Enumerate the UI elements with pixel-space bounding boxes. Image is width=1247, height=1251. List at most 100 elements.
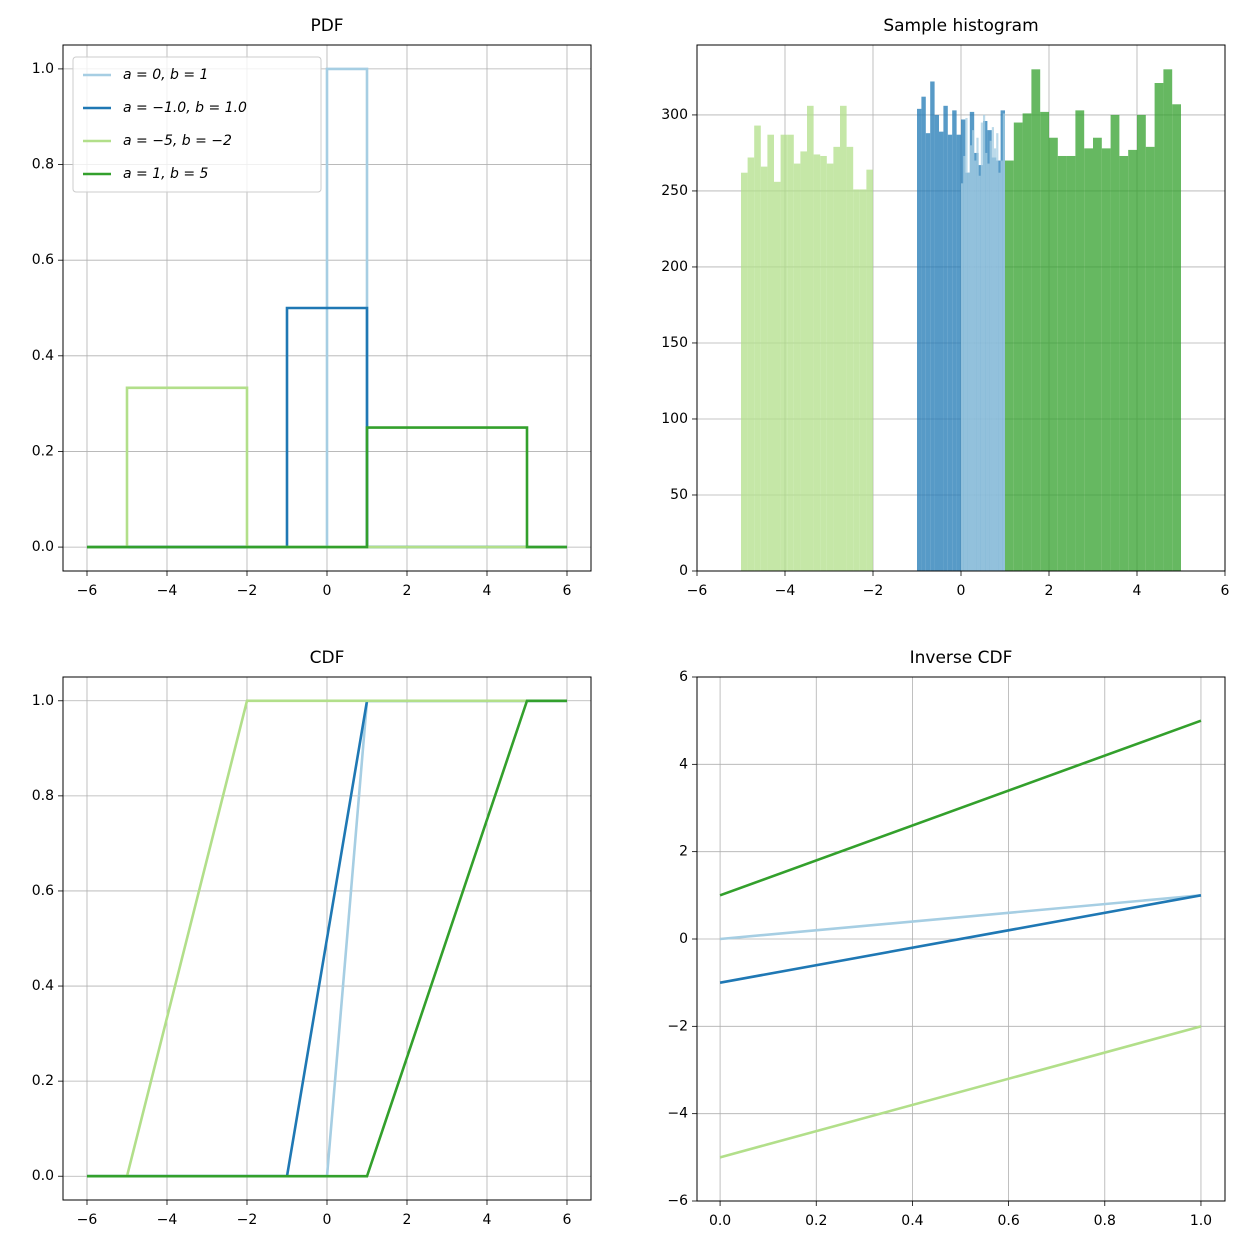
histogram-bar <box>972 130 975 572</box>
y-tick-label: 0.0 <box>32 1168 54 1184</box>
histogram-bar <box>747 157 755 571</box>
series-line <box>719 894 1202 941</box>
y-tick-label: 0.4 <box>32 348 54 364</box>
axes-frame <box>62 676 592 1201</box>
histogram-bar <box>998 172 1001 572</box>
histogram-bar <box>1172 104 1181 572</box>
histogram-bar <box>996 133 999 572</box>
histogram-bar <box>1119 155 1129 572</box>
x-tick-label: −2 <box>237 583 258 599</box>
histogram-bar <box>866 169 873 571</box>
histogram-bar <box>978 175 981 572</box>
y-tick-label: 0.6 <box>32 883 54 899</box>
histogram-bar <box>767 134 774 571</box>
y-tick-label: 2 <box>679 844 688 860</box>
x-tick-label: 0.2 <box>805 1213 827 1229</box>
y-tick-label: 0.6 <box>32 252 54 268</box>
y-tick-label: 0.2 <box>32 443 54 459</box>
histogram-bar <box>925 133 931 572</box>
histogram-bar <box>793 163 801 571</box>
histogram-bar <box>917 108 922 572</box>
histogram-bar <box>989 140 992 571</box>
x-tick-label: −2 <box>237 1212 258 1228</box>
y-tick-label: 0.2 <box>32 1073 54 1089</box>
y-tick-label: 6 <box>679 669 688 685</box>
y-tick-label: 1.0 <box>32 61 54 77</box>
x-tick-label: −2 <box>863 583 884 599</box>
histogram-bar <box>1002 113 1005 572</box>
histogram-bar <box>1163 69 1173 571</box>
x-tick-label: −6 <box>77 1212 98 1228</box>
x-tick-label: 1.0 <box>1190 1213 1212 1229</box>
x-tick-label: 4 <box>483 1212 492 1228</box>
histogram-bar <box>1110 114 1120 571</box>
y-tick-label: 0 <box>679 931 688 947</box>
x-tick-label: 2 <box>403 583 412 599</box>
histogram-bar <box>859 189 867 571</box>
histogram-bar <box>1000 160 1003 571</box>
histogram-bar <box>813 154 821 571</box>
axes-frame <box>62 44 592 572</box>
x-tick-label: −6 <box>687 583 708 599</box>
series-line <box>719 894 1202 984</box>
y-tick-label: 0.8 <box>32 157 54 173</box>
chart-title: CDF <box>310 648 345 668</box>
histogram-bar <box>1005 160 1014 571</box>
x-tick-label: 0 <box>323 583 332 599</box>
histogram-bar <box>985 152 988 572</box>
series-line <box>87 699 567 1178</box>
histogram-bar <box>1128 149 1137 572</box>
x-tick-label: 0 <box>323 1212 332 1228</box>
legend-label: a = 0, b = 1 <box>123 67 208 83</box>
histogram-bar <box>774 181 781 572</box>
histogram-bar <box>974 160 977 571</box>
histogram-bar <box>956 134 961 571</box>
x-tick-label: −6 <box>77 583 98 599</box>
histogram-bar <box>963 155 966 572</box>
histogram-bar <box>1057 155 1067 572</box>
histogram-bar <box>800 151 807 571</box>
histogram-bar <box>1137 114 1146 571</box>
histogram-bar <box>947 134 953 571</box>
histogram-bar <box>961 183 964 571</box>
x-tick-label: 0.6 <box>997 1213 1019 1229</box>
histogram-bar <box>991 127 994 572</box>
y-tick-label: 300 <box>661 107 688 123</box>
y-tick-label: −6 <box>667 1193 688 1209</box>
histogram-bar <box>754 125 761 571</box>
x-tick-label: 2 <box>1045 583 1054 599</box>
histogram-bar <box>1049 137 1058 571</box>
histogram-bar <box>1031 69 1041 571</box>
x-tick-label: 6 <box>563 1212 572 1228</box>
axes-frame <box>696 676 1226 1202</box>
y-tick-label: −2 <box>667 1018 688 1034</box>
histogram-bar <box>1154 83 1164 571</box>
y-tick-label: 50 <box>670 487 688 503</box>
legend-label: a = 1, b = 5 <box>123 166 209 182</box>
chart-title: PDF <box>310 16 343 36</box>
histogram-bar <box>1101 148 1111 571</box>
histogram-bar <box>820 155 827 572</box>
histogram-bar <box>1075 110 1085 572</box>
y-tick-label: 0.0 <box>32 539 54 555</box>
histogram-bar <box>934 114 939 571</box>
histogram-bar <box>965 117 968 571</box>
histogram-bar <box>780 134 788 571</box>
y-tick-label: 1.0 <box>32 693 54 709</box>
x-tick-label: −4 <box>157 583 178 599</box>
x-tick-label: −4 <box>775 583 796 599</box>
x-tick-label: 0.0 <box>709 1213 731 1229</box>
x-tick-label: 6 <box>1221 583 1230 599</box>
x-tick-label: 0.8 <box>1094 1213 1116 1229</box>
chart-title: Sample histogram <box>883 16 1038 36</box>
histogram-bar <box>1084 148 1093 571</box>
histogram-bar <box>1145 146 1155 572</box>
histogram-bar <box>921 96 926 571</box>
histogram-bar <box>853 189 860 571</box>
legend-label: a = −5, b = −2 <box>123 133 232 149</box>
histogram-bar <box>983 114 986 571</box>
x-tick-label: 6 <box>563 583 572 599</box>
histogram-bar <box>976 137 979 571</box>
y-tick-label: 0.4 <box>32 978 54 994</box>
